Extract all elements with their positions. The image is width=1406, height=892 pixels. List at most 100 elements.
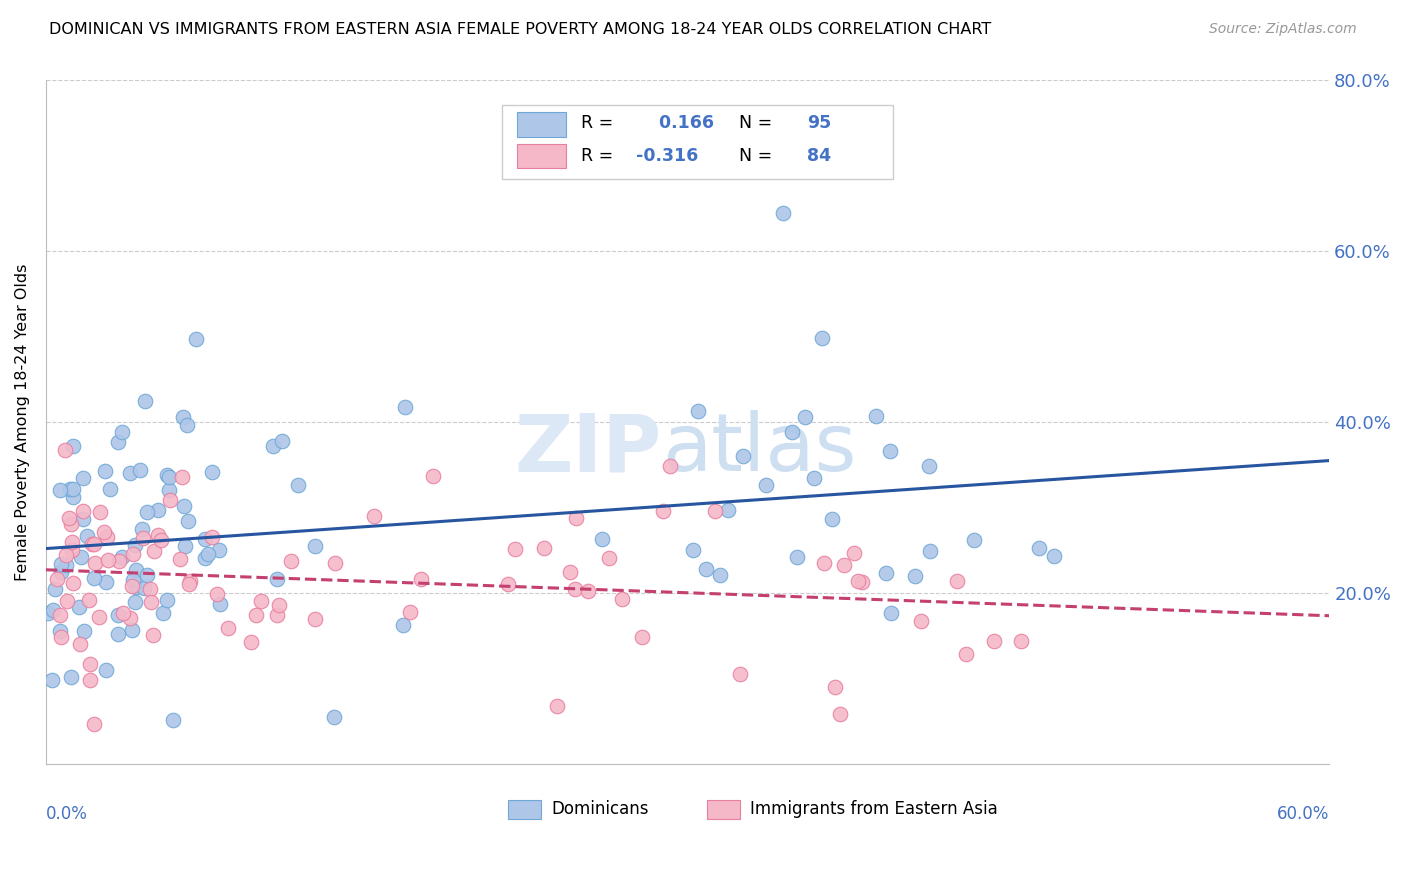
Text: -0.316: -0.316 bbox=[637, 147, 699, 165]
Point bbox=[1043, 549, 1066, 563]
Point bbox=[280, 554, 302, 568]
Point bbox=[173, 539, 195, 553]
Point bbox=[811, 331, 834, 345]
Point bbox=[73, 624, 96, 639]
Point bbox=[322, 710, 344, 724]
Point bbox=[89, 505, 111, 519]
Point bbox=[132, 531, 155, 545]
Point bbox=[560, 565, 582, 579]
Point bbox=[834, 558, 856, 572]
Point bbox=[49, 483, 72, 497]
Point bbox=[880, 607, 903, 621]
Point bbox=[53, 442, 76, 457]
Point bbox=[59, 482, 82, 496]
Point bbox=[49, 624, 72, 639]
Point bbox=[695, 561, 717, 575]
Point bbox=[176, 514, 198, 528]
FancyBboxPatch shape bbox=[502, 105, 893, 179]
Point bbox=[159, 492, 181, 507]
Point bbox=[728, 666, 751, 681]
Text: R =: R = bbox=[581, 147, 619, 165]
Point bbox=[323, 556, 346, 570]
Point bbox=[842, 546, 865, 560]
Point bbox=[72, 504, 94, 518]
Point bbox=[269, 599, 291, 613]
Point bbox=[157, 483, 180, 497]
Point bbox=[828, 706, 851, 721]
Point bbox=[505, 542, 527, 557]
Point bbox=[44, 582, 66, 596]
Point bbox=[208, 543, 231, 558]
Point bbox=[56, 594, 79, 608]
Point bbox=[631, 631, 654, 645]
Point bbox=[142, 628, 165, 642]
Point bbox=[865, 409, 887, 424]
Point bbox=[59, 516, 82, 531]
Point bbox=[576, 584, 599, 599]
Point bbox=[201, 530, 224, 544]
Point bbox=[125, 581, 148, 595]
Point bbox=[717, 503, 740, 517]
Point bbox=[209, 597, 232, 611]
Bar bbox=[517, 144, 565, 169]
Point bbox=[149, 533, 172, 547]
Point bbox=[111, 549, 134, 564]
Point bbox=[67, 599, 90, 614]
Point bbox=[135, 505, 157, 519]
Point bbox=[682, 542, 704, 557]
Point bbox=[138, 582, 160, 597]
Point bbox=[62, 439, 84, 453]
Point bbox=[83, 716, 105, 731]
Point bbox=[79, 673, 101, 688]
Point bbox=[162, 713, 184, 727]
Text: Dominicans: Dominicans bbox=[551, 800, 650, 819]
Text: 60.0%: 60.0% bbox=[1277, 805, 1329, 823]
Point bbox=[121, 624, 143, 638]
Point bbox=[118, 611, 141, 625]
Point bbox=[731, 449, 754, 463]
Point bbox=[97, 553, 120, 567]
Point bbox=[194, 532, 217, 546]
Point bbox=[156, 593, 179, 607]
Point bbox=[709, 567, 731, 582]
Point bbox=[94, 464, 117, 478]
Point bbox=[409, 572, 432, 586]
Text: 95: 95 bbox=[807, 114, 831, 132]
Point bbox=[983, 634, 1005, 648]
Point bbox=[37, 606, 59, 620]
Point bbox=[565, 511, 588, 525]
Point bbox=[107, 608, 129, 623]
Point bbox=[803, 471, 825, 485]
Point bbox=[82, 537, 104, 551]
Point bbox=[304, 539, 326, 553]
Point bbox=[786, 550, 808, 565]
Point bbox=[851, 574, 873, 589]
Point bbox=[94, 663, 117, 677]
Point bbox=[197, 547, 219, 561]
Point bbox=[652, 504, 675, 518]
Point bbox=[60, 670, 83, 684]
Text: 0.0%: 0.0% bbox=[46, 805, 87, 823]
Point bbox=[125, 563, 148, 577]
Text: 0.166: 0.166 bbox=[652, 114, 714, 132]
Point bbox=[124, 538, 146, 552]
Point bbox=[157, 470, 180, 484]
Point bbox=[62, 490, 84, 504]
Point bbox=[610, 591, 633, 606]
Point bbox=[112, 606, 135, 620]
Bar bbox=[517, 112, 565, 136]
Text: Source: ZipAtlas.com: Source: ZipAtlas.com bbox=[1209, 22, 1357, 37]
Point bbox=[132, 581, 155, 595]
Point bbox=[201, 466, 224, 480]
Point bbox=[62, 482, 84, 496]
Point bbox=[41, 673, 63, 687]
Point bbox=[62, 575, 84, 590]
Point bbox=[186, 332, 208, 346]
Point bbox=[546, 699, 568, 714]
Point bbox=[96, 530, 118, 544]
Point bbox=[111, 425, 134, 439]
Point bbox=[904, 569, 927, 583]
Point bbox=[152, 606, 174, 620]
Point bbox=[173, 500, 195, 514]
Point bbox=[139, 595, 162, 609]
